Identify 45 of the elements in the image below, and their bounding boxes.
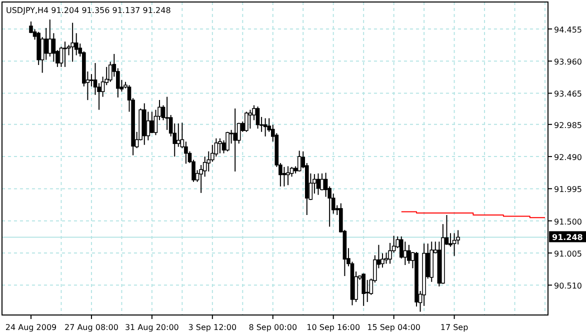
text: USDJPY,H4 91.204 91.356 91.137 91.248 (6, 6, 171, 15)
candlestick (286, 166, 290, 186)
ref-line-label: 91.248 (552, 233, 584, 242)
candlestick (297, 150, 302, 172)
candlestick (256, 106, 260, 130)
candlestick (362, 272, 366, 306)
x-tick-label: 15 Sep 04:00 (367, 323, 421, 332)
candlestick (165, 96, 169, 130)
candlestick (218, 138, 222, 154)
candlestick (176, 122, 180, 148)
candlestick (44, 27, 48, 60)
candlestick (48, 19, 52, 58)
candlestick (403, 241, 408, 266)
candlestick (214, 138, 218, 158)
candlestick (452, 232, 456, 256)
candlestick (146, 111, 150, 141)
candlestick (282, 166, 286, 187)
y-tick-label: 94.455 (554, 25, 582, 34)
y-tick-label: 92.985 (554, 120, 582, 130)
y-tick-label: 91.500 (554, 217, 582, 226)
y-tick-label: 93.465 (554, 90, 582, 99)
x-tick-label: 3 Sep 12:00 (188, 323, 237, 332)
x-tick-label: 17 Sep (440, 323, 468, 332)
candlestick (233, 108, 237, 172)
x-tick-label: 8 Sep 00:00 (248, 323, 298, 332)
y-tick-label: 90.510 (554, 282, 582, 291)
candlestick (150, 111, 154, 134)
candlestick (407, 244, 411, 264)
candlestick (320, 172, 324, 191)
candlestick (316, 172, 320, 196)
x-tick-label: 31 Aug 20:00 (124, 323, 179, 332)
candlestick (90, 74, 94, 87)
candlestick (63, 41, 67, 68)
candlestick (226, 131, 230, 152)
candlestick (248, 109, 252, 130)
x-tick-label: 27 Aug 08:00 (64, 323, 118, 332)
candlestick (70, 22, 74, 62)
y-tick-label: 91.005 (554, 249, 582, 258)
x-tick-label: 24 Aug 2009 (5, 323, 57, 332)
y-tick-label: 91.995 (554, 185, 582, 194)
y-tick-label: 92.490 (554, 153, 582, 162)
x-tick-label: 10 Sep 16:00 (306, 323, 360, 332)
y-tick-label: 93.960 (554, 58, 582, 67)
candlestick (263, 118, 268, 137)
candlestick (244, 111, 248, 132)
